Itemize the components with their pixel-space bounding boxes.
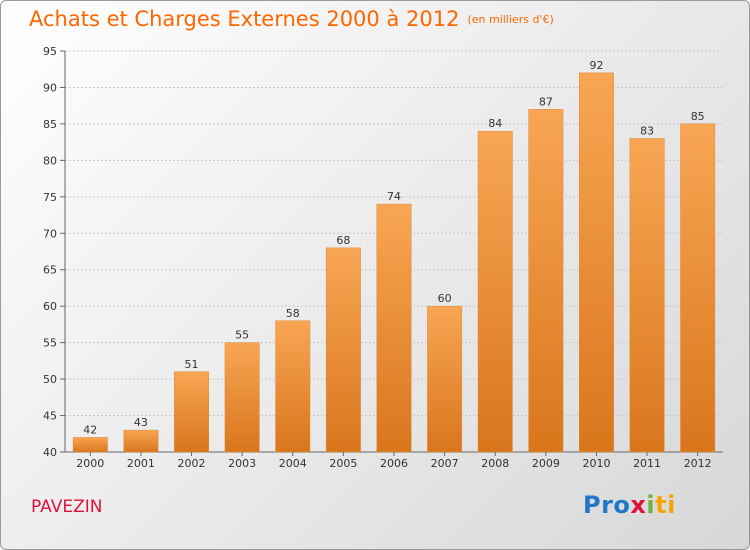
bar-2009 xyxy=(528,109,564,453)
x-tick-label-2004: 2004 xyxy=(279,457,307,470)
logo-part-3: i xyxy=(646,491,656,519)
y-tick-label: 60 xyxy=(43,300,57,313)
data-label-2001: 43 xyxy=(134,416,148,429)
bar-2008 xyxy=(477,130,513,453)
commune-name: PAVEZIN xyxy=(31,497,103,517)
x-tick-label-2000: 2000 xyxy=(76,457,104,470)
data-label-2002: 51 xyxy=(185,358,199,371)
x-tick-label-2006: 2006 xyxy=(380,457,408,470)
x-tick-label-2008: 2008 xyxy=(481,457,509,470)
y-tick-label: 40 xyxy=(43,446,57,459)
logo-part-2: x xyxy=(630,491,647,519)
bar-2002 xyxy=(174,371,209,453)
data-label-2004: 58 xyxy=(286,307,300,320)
logo-part-1: Pro xyxy=(583,491,631,519)
bars xyxy=(72,72,716,453)
data-label-2003: 55 xyxy=(235,329,249,342)
x-tick-label-2011: 2011 xyxy=(633,457,661,470)
x-tick-label-2009: 2009 xyxy=(532,457,560,470)
bar-2003 xyxy=(224,342,260,453)
logo-part-4: ti xyxy=(655,491,676,519)
bar-2010 xyxy=(579,72,614,453)
x-tick-label-2005: 2005 xyxy=(329,457,357,470)
y-tick-label: 55 xyxy=(43,337,57,350)
y-tick-label: 95 xyxy=(43,45,57,58)
bar-2000 xyxy=(72,437,108,453)
data-label-2006: 74 xyxy=(387,190,401,203)
proxiti-logo: Proxiti xyxy=(583,491,676,519)
bar-2005 xyxy=(325,247,361,453)
bar-2011 xyxy=(629,138,665,453)
chart-title-text: Achats et Charges Externes 2000 à 2012 xyxy=(29,7,460,31)
y-tick-label: 70 xyxy=(43,227,57,240)
y-tick-label: 75 xyxy=(43,191,57,204)
y-tick-labels: 40 45 50 55 60 65 70 75 80 85 90 95 xyxy=(43,45,57,459)
x-tick-labels: 2000 2001 2002 2003 2004 2005 2006 2007 2008 2009… xyxy=(76,457,711,470)
x-tick-label-2007: 2007 xyxy=(431,457,459,470)
y-tick-label: 85 xyxy=(43,118,57,131)
data-label-2011: 83 xyxy=(640,124,654,137)
data-label-2008: 84 xyxy=(488,117,502,130)
bar-2007 xyxy=(427,305,463,453)
x-tick-label-2002: 2002 xyxy=(178,457,206,470)
y-tick-label: 50 xyxy=(43,373,57,386)
data-label-2010: 92 xyxy=(589,59,603,72)
data-label-2012: 85 xyxy=(691,110,705,123)
y-tick-label: 90 xyxy=(43,81,57,94)
data-labels: 42 43 51 55 58 68 74 60 84 87 92 83 85 xyxy=(83,59,704,437)
x-tick-label-2012: 2012 xyxy=(684,457,712,470)
data-label-2005: 68 xyxy=(336,234,350,247)
y-tick-label: 65 xyxy=(43,264,57,277)
bar-2006 xyxy=(376,203,412,453)
data-label-2009: 87 xyxy=(539,95,553,108)
x-tick-label-2010: 2010 xyxy=(582,457,610,470)
data-label-2000: 42 xyxy=(83,423,97,436)
bar-2012 xyxy=(680,123,716,453)
bar-2001 xyxy=(123,429,159,453)
chart-unit-note: (en milliers d'€) xyxy=(467,13,554,26)
y-tick-label: 45 xyxy=(43,410,57,423)
y-tick-label: 80 xyxy=(43,154,57,167)
chart-title: Achats et Charges Externes 2000 à 2012 (e… xyxy=(29,7,554,31)
bar-2004 xyxy=(275,320,311,453)
data-label-2007: 60 xyxy=(438,292,452,305)
x-tick-label-2003: 2003 xyxy=(228,457,256,470)
x-tick-label-2001: 2001 xyxy=(127,457,155,470)
